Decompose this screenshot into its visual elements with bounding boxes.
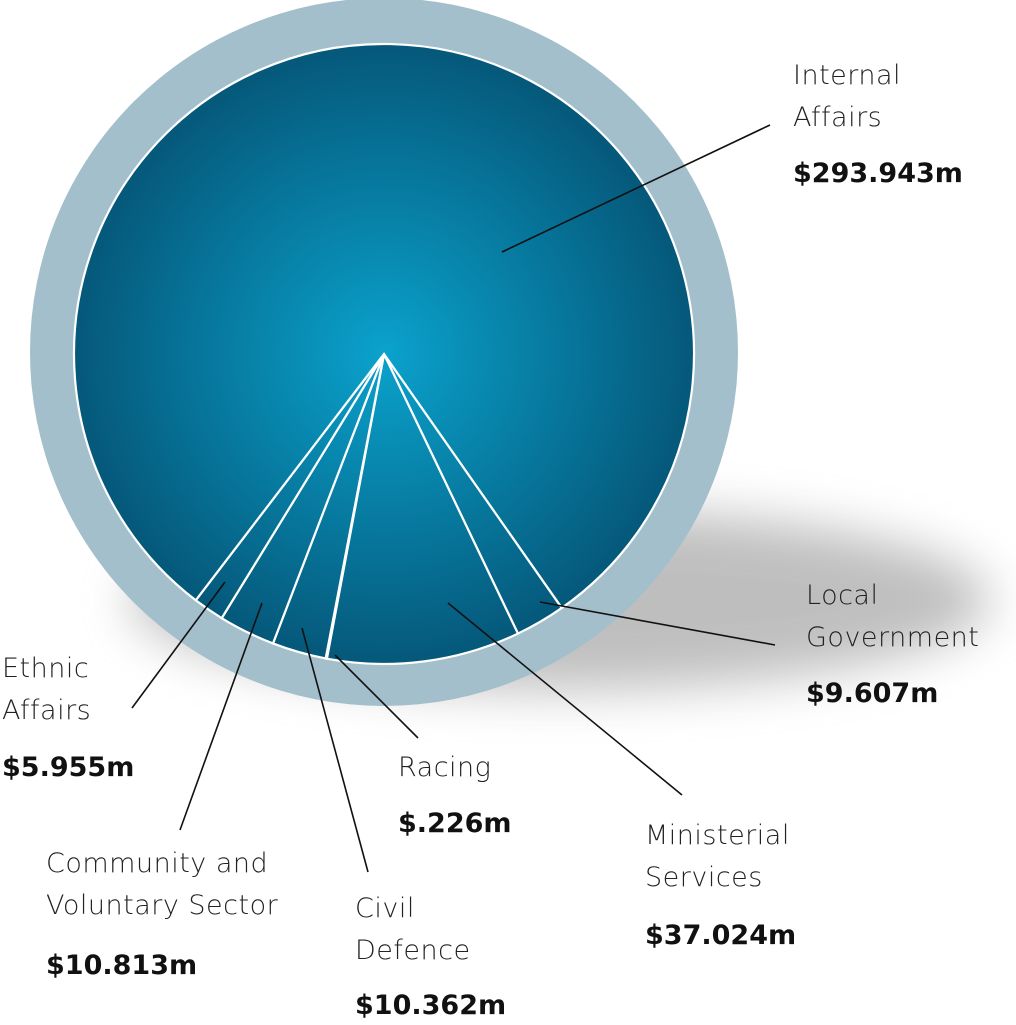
value-label: $5.955m [2,752,135,783]
value-label: $10.813m [46,950,198,981]
slice-label: Racing [398,752,492,783]
value-label: $37.024m [645,920,797,951]
leader-line [447,602,683,796]
slice-label: Ethnic Affairs [2,653,92,726]
value-label: $293.943m [793,158,963,189]
leader-line [301,627,369,873]
leader-line [179,602,263,831]
value-label: $.226m [398,808,512,839]
value-label: $10.362m [355,990,507,1021]
leader-line [131,581,226,709]
slice-label: Local Government [806,580,980,653]
slice-label: Community and Voluntary Sector [46,848,279,921]
slice-label: Ministerial Services [645,820,790,893]
slice-label: Internal Affairs [793,60,902,133]
slice-label: Civil Defence [355,893,471,966]
leader-line [334,654,419,739]
leader-line [539,601,776,646]
value-label: $9.607m [806,678,939,709]
pie-slice [72,42,696,610]
leader-line [501,124,771,253]
